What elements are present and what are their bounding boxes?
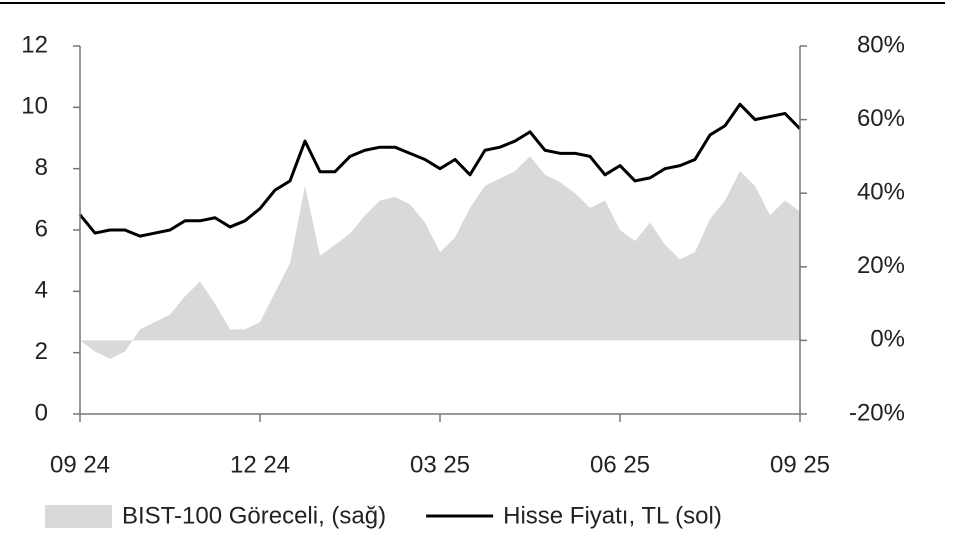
y2-tick-label: 80% <box>857 31 905 58</box>
y2-tick-label: 20% <box>857 252 905 279</box>
y-tick-label: 2 <box>35 338 48 365</box>
y-tick-label: 4 <box>35 277 48 304</box>
legend-swatch <box>45 505 112 528</box>
y-tick-label: 10 <box>21 93 48 120</box>
y-tick-label: 12 <box>21 31 48 58</box>
legend-label: BIST-100 Göreceli, (sağ) <box>122 502 386 529</box>
x-tick-label: 09 24 <box>50 451 110 478</box>
y-tick-label: 6 <box>35 215 48 242</box>
x-tick-label: 03 25 <box>410 451 470 478</box>
y-tick-label: 8 <box>35 154 48 181</box>
y-tick-label: 0 <box>35 399 48 426</box>
area <box>80 156 800 359</box>
line <box>78 102 802 238</box>
y2-tick-label: 60% <box>857 105 905 132</box>
y2-tick-label: -20% <box>849 399 905 426</box>
x-tick-label: 12 24 <box>230 451 290 478</box>
legend-label: Hisse Fiyatı, TL (sol) <box>503 502 722 529</box>
x-tick-label: 09 25 <box>770 451 830 478</box>
y2-tick-label: 40% <box>857 179 905 206</box>
x-tick-label: 06 25 <box>590 451 650 478</box>
y2-tick-label: 0% <box>870 326 905 353</box>
